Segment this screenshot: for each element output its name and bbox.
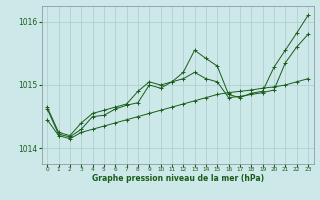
X-axis label: Graphe pression niveau de la mer (hPa): Graphe pression niveau de la mer (hPa) bbox=[92, 174, 264, 183]
